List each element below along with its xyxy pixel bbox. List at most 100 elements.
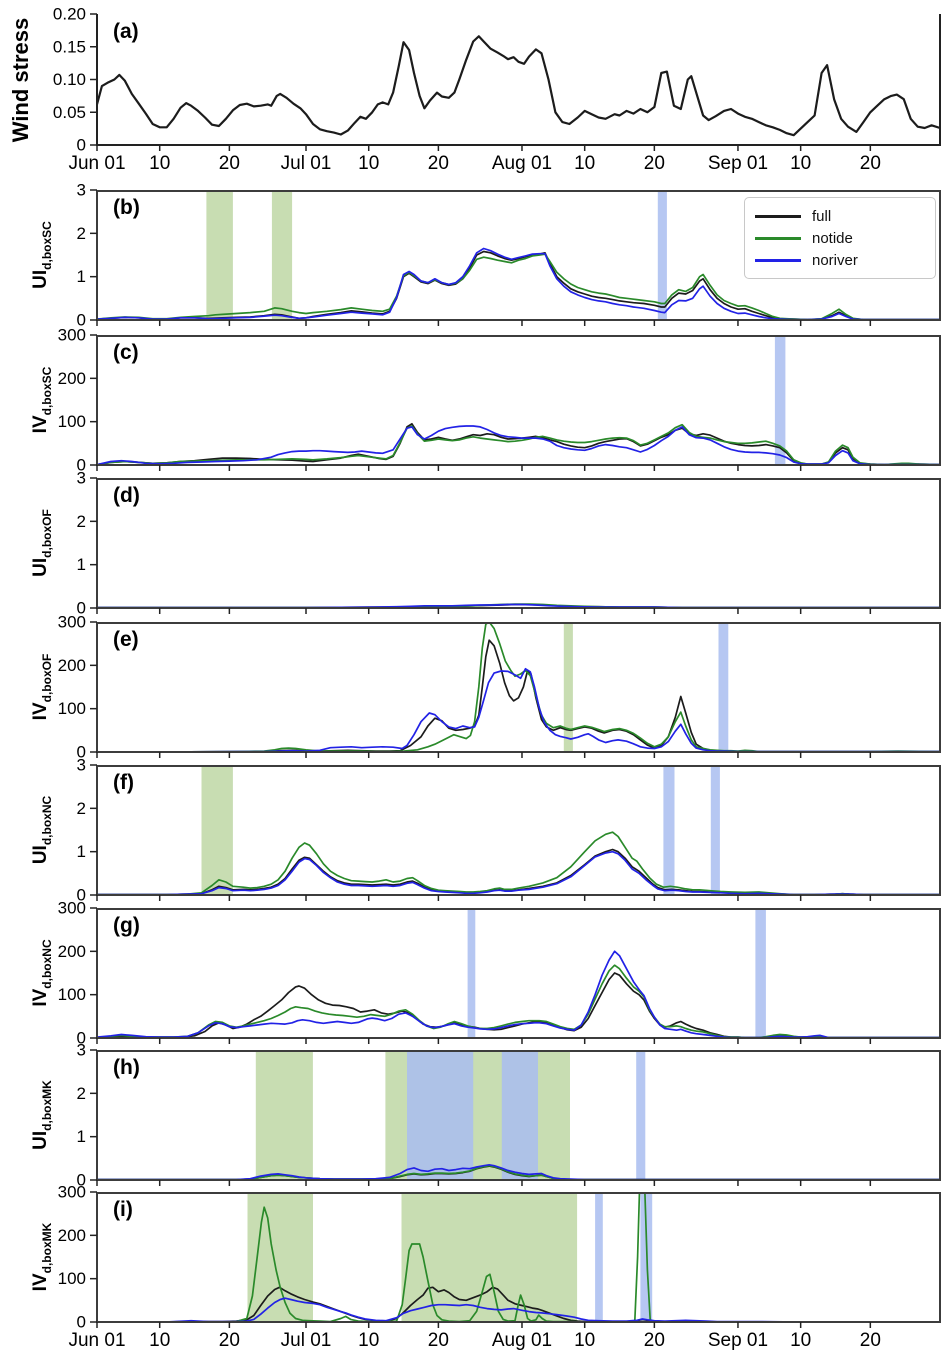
y-axis-label-ui-boxmk: UId,boxMK bbox=[30, 1080, 54, 1150]
svg-text:20: 20 bbox=[644, 153, 665, 174]
legend-entry-notide: notide bbox=[755, 227, 925, 249]
panel-letter-g: (g) bbox=[113, 914, 140, 937]
panel-letter-d: (d) bbox=[113, 484, 140, 507]
svg-text:20: 20 bbox=[644, 1330, 665, 1351]
svg-text:0: 0 bbox=[77, 743, 86, 762]
svg-text:10: 10 bbox=[790, 153, 811, 174]
svg-text:20: 20 bbox=[219, 153, 240, 174]
iv-boxof-plot: 0 100 200 300 bbox=[58, 613, 941, 762]
panel-ui-boxmk: 0 1 2 3 UId,boxMK (h) bbox=[0, 1041, 952, 1190]
legend-entry-full: full bbox=[755, 205, 925, 227]
svg-text:3: 3 bbox=[77, 1041, 86, 1060]
svg-text:0.20: 0.20 bbox=[53, 5, 86, 24]
full-line-icon bbox=[755, 214, 801, 218]
ui-boxof-plot: 0 1 2 3 bbox=[77, 469, 941, 618]
svg-text:100: 100 bbox=[58, 699, 86, 718]
svg-text:1: 1 bbox=[77, 842, 86, 861]
svg-text:0: 0 bbox=[77, 1029, 86, 1048]
y-axis-label-iv-boxof: IVd,boxOF bbox=[30, 653, 54, 721]
panel-ui-boxsc: 0 1 2 3 UId,boxSC (b) bbox=[0, 181, 952, 330]
svg-text:0.15: 0.15 bbox=[53, 37, 86, 56]
y-axis-label-ui-boxnc: UId,boxNC bbox=[30, 795, 54, 865]
legend-label-notide: notide bbox=[812, 229, 853, 247]
svg-text:Aug 01: Aug 01 bbox=[492, 1330, 552, 1351]
panel-letter-e: (e) bbox=[113, 628, 139, 651]
panel-ui-boxof: 0 1 2 3 UId,boxOF (d) bbox=[0, 469, 952, 618]
svg-text:200: 200 bbox=[58, 656, 86, 675]
svg-text:3: 3 bbox=[77, 469, 86, 488]
svg-text:0: 0 bbox=[77, 456, 86, 475]
svg-text:0: 0 bbox=[77, 1313, 86, 1332]
svg-text:Sep 01: Sep 01 bbox=[708, 153, 768, 174]
svg-text:0: 0 bbox=[77, 136, 86, 155]
y-axis-label-iv-boxsc: IVd,boxSC bbox=[30, 366, 54, 434]
svg-text:100: 100 bbox=[58, 1269, 86, 1288]
legend-label-full: full bbox=[812, 207, 832, 225]
svg-text:0: 0 bbox=[77, 886, 86, 905]
ui-boxnc-plot: 0 1 2 3 bbox=[77, 756, 941, 905]
svg-text:300: 300 bbox=[58, 326, 86, 345]
svg-text:3: 3 bbox=[77, 181, 86, 200]
svg-text:Jun 01: Jun 01 bbox=[68, 153, 125, 174]
svg-text:10: 10 bbox=[574, 1330, 595, 1351]
iv-boxnc-plot: 0 100 200 300 bbox=[58, 899, 941, 1048]
svg-text:Jul 01: Jul 01 bbox=[281, 1330, 332, 1351]
svg-text:20: 20 bbox=[428, 153, 449, 174]
svg-text:Aug 01: Aug 01 bbox=[492, 153, 552, 174]
svg-text:Jul 01: Jul 01 bbox=[281, 153, 332, 174]
svg-text:3: 3 bbox=[77, 756, 86, 775]
y-axis-label-wind-stress: Wind stress bbox=[7, 17, 33, 142]
svg-text:2: 2 bbox=[77, 512, 86, 531]
svg-text:300: 300 bbox=[58, 899, 86, 918]
panel-iv-boxsc: 0 100 200 300 IVd,boxSC (c) bbox=[0, 326, 952, 475]
panel-letter-h: (h) bbox=[113, 1056, 140, 1079]
wind-stress-plot: Jun 01 10 20 Jul 01 10 20 Aug 01 10 20 Sep 01 10 20… bbox=[53, 5, 941, 174]
svg-text:200: 200 bbox=[58, 369, 86, 388]
y-axis-label-iv-boxmk: IVd,boxMK bbox=[30, 1222, 54, 1292]
svg-text:Jun 01: Jun 01 bbox=[68, 1330, 125, 1351]
svg-text:0.10: 0.10 bbox=[53, 70, 86, 89]
svg-text:200: 200 bbox=[58, 1226, 86, 1245]
legend-label-noriver: noriver bbox=[812, 251, 858, 269]
panel-letter-a: (a) bbox=[113, 20, 139, 43]
svg-text:100: 100 bbox=[58, 412, 86, 431]
svg-text:20: 20 bbox=[860, 153, 881, 174]
svg-text:0: 0 bbox=[77, 599, 86, 618]
svg-text:100: 100 bbox=[58, 985, 86, 1004]
svg-text:0: 0 bbox=[77, 311, 86, 330]
panel-wind-stress: Jun 01 10 20 Jul 01 10 20 Aug 01 10 20 Sep 01 10 20… bbox=[0, 5, 952, 174]
noriver-line-icon bbox=[755, 258, 801, 262]
y-axis-label-iv-boxnc: IVd,boxNC bbox=[30, 939, 54, 1007]
svg-text:300: 300 bbox=[58, 1183, 86, 1202]
y-axis-label-ui-boxsc: UId,boxSC bbox=[30, 221, 54, 289]
notide-line-icon bbox=[755, 236, 801, 240]
svg-text:Sep 01: Sep 01 bbox=[708, 1330, 768, 1351]
svg-text:20: 20 bbox=[428, 1330, 449, 1351]
panel-iv-boxof: 0 100 200 300 IVd,boxOF (e) bbox=[0, 613, 952, 762]
panel-ui-boxnc: 0 1 2 3 UId,boxNC (f) bbox=[0, 756, 952, 905]
svg-text:200: 200 bbox=[58, 942, 86, 961]
svg-text:2: 2 bbox=[77, 224, 86, 243]
y-axis-label-ui-boxof: UId,boxOF bbox=[30, 509, 54, 577]
svg-text:10: 10 bbox=[358, 1330, 379, 1351]
svg-text:10: 10 bbox=[149, 153, 170, 174]
svg-text:10: 10 bbox=[790, 1330, 811, 1351]
iv-boxmk-plot: Jun 01 10 20 Jul 01 10 20 Aug 01 10 20 Sep 01 10 20… bbox=[58, 1183, 941, 1351]
svg-text:20: 20 bbox=[860, 1330, 881, 1351]
ui-boxsc-plot: 0 1 2 3 bbox=[77, 181, 941, 330]
svg-text:20: 20 bbox=[219, 1330, 240, 1351]
panel-letter-i: (i) bbox=[113, 1198, 133, 1221]
svg-text:0: 0 bbox=[77, 1171, 86, 1190]
svg-text:0.05: 0.05 bbox=[53, 103, 86, 122]
legend: full notide noriver bbox=[744, 197, 936, 279]
panel-iv-boxnc: 0 100 200 300 IVd,boxNC (g) bbox=[0, 899, 952, 1048]
svg-text:1: 1 bbox=[77, 555, 86, 574]
legend-entry-noriver: noriver bbox=[755, 249, 925, 271]
svg-text:1: 1 bbox=[77, 1127, 86, 1146]
ui-boxmk-plot: 0 1 2 3 bbox=[77, 1041, 941, 1190]
panel-letter-b: (b) bbox=[113, 196, 140, 219]
svg-text:2: 2 bbox=[77, 799, 86, 818]
svg-text:1: 1 bbox=[77, 267, 86, 286]
panel-iv-boxmk: Jun 01 10 20 Jul 01 10 20 Aug 01 10 20 Sep 01 10 20… bbox=[0, 1183, 952, 1351]
svg-text:300: 300 bbox=[58, 613, 86, 632]
